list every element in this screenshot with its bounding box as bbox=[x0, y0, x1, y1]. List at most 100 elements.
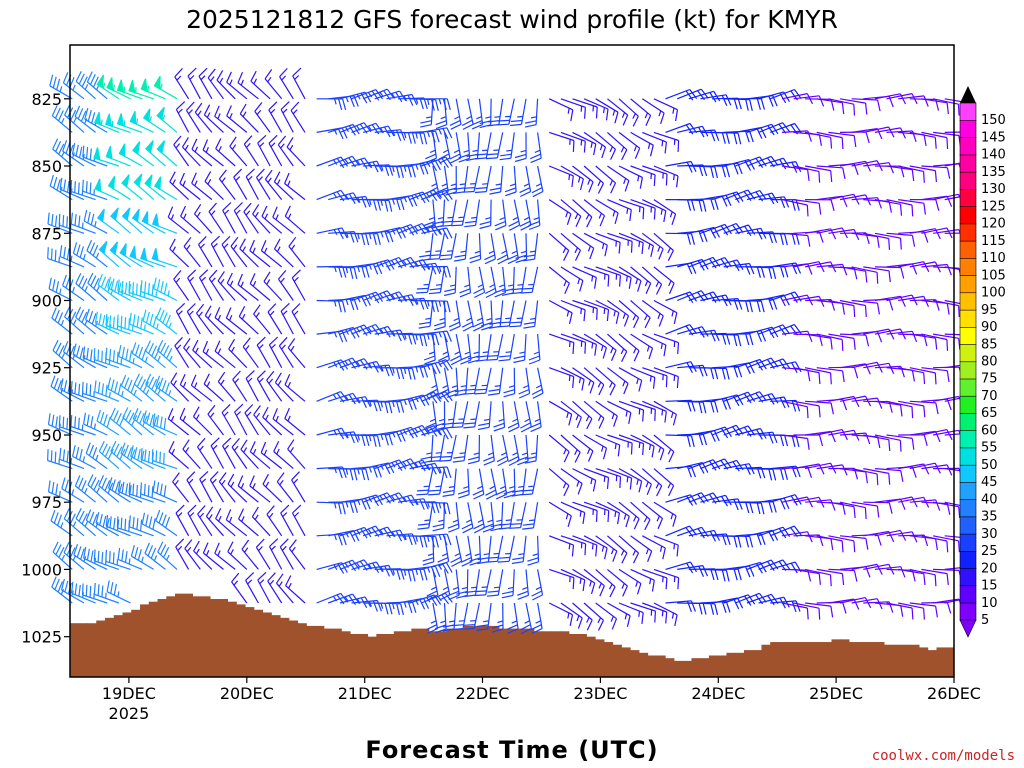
wind-barb bbox=[255, 538, 271, 570]
y-tick-label: 975 bbox=[31, 493, 62, 512]
wind-barb bbox=[469, 233, 482, 264]
wind-barb bbox=[409, 98, 439, 111]
wind-barb bbox=[495, 468, 508, 500]
wind-barb bbox=[467, 434, 480, 465]
wind-barb bbox=[131, 208, 155, 234]
wind-barb bbox=[107, 377, 131, 402]
wind-barb bbox=[805, 499, 836, 511]
surface-bar bbox=[770, 642, 780, 677]
wind-barb bbox=[653, 299, 678, 325]
wind-barb bbox=[228, 338, 248, 369]
wind-barb bbox=[207, 404, 224, 436]
wind-barb bbox=[437, 535, 450, 567]
wind-barb bbox=[481, 300, 493, 331]
wind-barb bbox=[572, 232, 595, 260]
wind-barb bbox=[237, 273, 259, 301]
wind-barb bbox=[260, 441, 283, 470]
wind-barb bbox=[96, 74, 120, 100]
wind-barb bbox=[572, 165, 594, 193]
wind-barb bbox=[214, 340, 236, 369]
wind-barb bbox=[572, 131, 597, 156]
wind-barb bbox=[548, 535, 575, 557]
wind-barb bbox=[630, 434, 655, 458]
wind-barb bbox=[630, 199, 656, 220]
surface-bar bbox=[673, 660, 684, 677]
wind-barb bbox=[435, 98, 448, 130]
wind-barb bbox=[886, 232, 916, 247]
wind-barb bbox=[59, 245, 85, 268]
wind-barb bbox=[898, 165, 925, 183]
wind-barb bbox=[110, 207, 131, 234]
wind-barb bbox=[145, 140, 166, 167]
wind-barb bbox=[132, 141, 155, 167]
wind-barb bbox=[85, 442, 108, 470]
wind-barb bbox=[793, 602, 821, 620]
wind-barb bbox=[769, 525, 802, 537]
wind-barb bbox=[155, 307, 178, 335]
surface-bar bbox=[901, 644, 911, 677]
colorbar-label: 105 bbox=[981, 268, 1006, 283]
wind-barb bbox=[607, 266, 632, 289]
colorbar-segment bbox=[959, 550, 977, 569]
surface-bar bbox=[945, 647, 955, 677]
wind-barb bbox=[157, 541, 178, 570]
wind-barb bbox=[83, 546, 108, 570]
wind-barb bbox=[264, 169, 283, 200]
wind-barb bbox=[242, 337, 259, 369]
wind-barb bbox=[523, 300, 539, 329]
wind-barb bbox=[758, 196, 790, 209]
surface-bar bbox=[122, 612, 132, 677]
y-tick-label: 925 bbox=[31, 359, 62, 378]
wind-barb bbox=[156, 140, 178, 167]
wind-barb bbox=[874, 199, 903, 216]
wind-barb bbox=[805, 430, 836, 443]
wind-barb bbox=[641, 98, 665, 124]
wind-barb bbox=[688, 367, 719, 380]
wind-barb bbox=[493, 401, 506, 432]
wind-barb bbox=[595, 468, 622, 489]
wind-barb bbox=[198, 269, 213, 301]
wind-barb bbox=[484, 233, 496, 265]
wind-barb bbox=[328, 123, 360, 136]
surface-bar bbox=[437, 631, 447, 677]
wind-barb bbox=[688, 329, 720, 342]
wind-barb bbox=[74, 475, 96, 503]
wind-barb bbox=[175, 101, 190, 133]
wind-barb bbox=[630, 333, 654, 360]
wind-barb bbox=[262, 406, 283, 436]
surface-bar bbox=[210, 599, 220, 677]
colorbar-label: 120 bbox=[981, 217, 1006, 232]
wind-barb bbox=[154, 176, 178, 201]
wind-barb bbox=[184, 539, 201, 570]
wind-barb bbox=[460, 535, 473, 567]
surface-bar bbox=[175, 593, 185, 677]
x-tick-label: 26DEC bbox=[927, 684, 981, 703]
wind-barb bbox=[828, 568, 858, 582]
wind-barb bbox=[239, 238, 259, 268]
wind-barb bbox=[595, 602, 618, 630]
wind-barb bbox=[560, 468, 583, 495]
wind-barb bbox=[618, 266, 642, 292]
colorbar-label: 5 bbox=[981, 613, 989, 628]
colorbar-segment bbox=[959, 343, 977, 363]
wind-barb bbox=[447, 502, 460, 533]
wind-barb bbox=[758, 434, 789, 447]
wind-barb bbox=[145, 340, 166, 369]
wind-barb bbox=[291, 471, 306, 503]
wind-barb bbox=[548, 501, 572, 527]
surface-bar bbox=[918, 647, 929, 677]
surface-bar bbox=[595, 639, 605, 677]
surface-bar bbox=[691, 658, 701, 677]
wind-barb bbox=[665, 160, 697, 173]
wind-barb bbox=[183, 338, 201, 369]
wind-barb bbox=[436, 165, 449, 197]
surface-bar bbox=[236, 604, 246, 677]
wind-barb bbox=[921, 464, 953, 476]
wind-barb bbox=[921, 333, 949, 351]
wind-barb bbox=[280, 302, 294, 335]
wind-barb bbox=[572, 468, 597, 492]
wind-barb bbox=[397, 394, 430, 407]
wind-barb bbox=[735, 358, 767, 371]
wind-barb bbox=[781, 400, 809, 419]
wind-barb bbox=[51, 576, 73, 604]
